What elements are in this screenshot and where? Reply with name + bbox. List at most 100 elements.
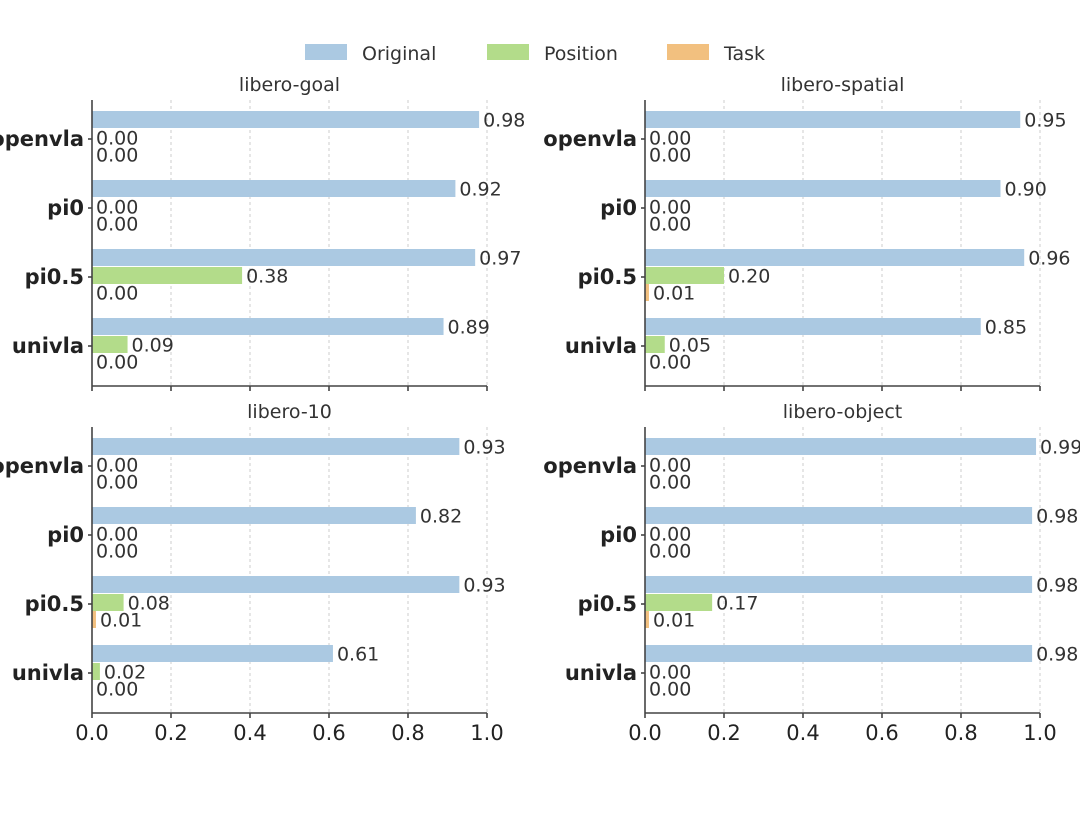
category-label: openvla xyxy=(543,454,637,478)
data-label: 0.82 xyxy=(420,506,462,528)
panel-libero-spatial: libero-spatial0.950.000.00openvla0.900.0… xyxy=(543,74,1071,391)
category-label: pi0.5 xyxy=(25,592,84,616)
data-label: 0.38 xyxy=(246,266,288,288)
category-label: pi0.5 xyxy=(578,592,637,616)
data-label: 0.00 xyxy=(96,197,138,219)
data-label: 0.00 xyxy=(96,128,138,150)
data-label: 0.00 xyxy=(96,214,138,236)
bar-task-pi0-5 xyxy=(645,284,649,301)
x-tick-label: 0.8 xyxy=(944,721,977,745)
x-tick-label: 0.0 xyxy=(628,721,661,745)
bar-original-openvla xyxy=(92,111,480,128)
bar-original-openvla xyxy=(645,438,1037,455)
bar-position-pi0-5 xyxy=(645,267,724,284)
bar-original-univla xyxy=(92,645,333,662)
data-label: 0.92 xyxy=(459,179,501,201)
data-label: 0.01 xyxy=(100,610,142,632)
bar-position-pi0-5 xyxy=(92,594,124,611)
legend: Original Position Task xyxy=(305,43,765,65)
category-label: pi0 xyxy=(47,523,84,547)
bar-position-univla xyxy=(92,336,128,353)
data-label: 0.90 xyxy=(1005,179,1047,201)
data-label: 0.96 xyxy=(1028,248,1070,270)
data-label: 0.00 xyxy=(649,455,691,477)
data-label: 0.93 xyxy=(463,437,505,459)
bar-original-pi0-5 xyxy=(92,576,460,593)
data-label: 0.99 xyxy=(1040,437,1080,459)
bar-original-pi0-5 xyxy=(92,249,476,266)
data-label: 0.00 xyxy=(649,352,691,374)
data-label: 0.02 xyxy=(104,662,146,684)
panel-libero-goal: libero-goal0.980.000.00openvla0.920.000.… xyxy=(0,74,525,391)
x-tick-label: 0.2 xyxy=(707,721,740,745)
data-label: 0.97 xyxy=(479,248,521,270)
data-label: 0.00 xyxy=(96,283,138,305)
data-label: 0.00 xyxy=(649,197,691,219)
category-label: pi0.5 xyxy=(25,265,84,289)
bar-original-pi0-5 xyxy=(645,576,1033,593)
data-label: 0.85 xyxy=(985,317,1027,339)
data-label: 0.00 xyxy=(96,541,138,563)
data-label: 0.00 xyxy=(96,679,138,701)
bar-original-openvla xyxy=(92,438,460,455)
panel-title: libero-object xyxy=(783,401,902,423)
x-tick-label: 0.6 xyxy=(312,721,345,745)
data-label: 0.00 xyxy=(96,524,138,546)
bar-position-univla xyxy=(92,663,100,680)
bar-position-pi0-5 xyxy=(645,594,713,611)
data-label: 0.00 xyxy=(649,541,691,563)
data-label: 0.00 xyxy=(649,524,691,546)
legend-swatch-original xyxy=(305,44,347,60)
category-label: openvla xyxy=(0,454,84,478)
data-label: 0.20 xyxy=(728,266,770,288)
panel-title: libero-goal xyxy=(239,74,340,96)
category-label: pi0 xyxy=(47,196,84,220)
data-label: 0.01 xyxy=(653,283,695,305)
data-label: 0.09 xyxy=(132,335,174,357)
data-label: 0.00 xyxy=(649,145,691,167)
bar-position-pi0-5 xyxy=(92,267,243,284)
bar-original-univla xyxy=(645,645,1033,662)
data-label: 0.89 xyxy=(448,317,490,339)
category-label: univla xyxy=(565,661,637,685)
legend-label-original: Original xyxy=(362,43,436,65)
data-label: 0.01 xyxy=(653,610,695,632)
data-label: 0.17 xyxy=(716,593,758,615)
chart-panels: libero-goal0.980.000.00openvla0.920.000.… xyxy=(0,74,1080,745)
data-label: 0.61 xyxy=(337,644,379,666)
data-label: 0.08 xyxy=(128,593,170,615)
x-tick-label: 0.2 xyxy=(154,721,187,745)
panel-libero-object: libero-object0.990.000.00openvla0.980.00… xyxy=(543,401,1080,745)
x-tick-label: 0.4 xyxy=(233,721,266,745)
bar-original-univla xyxy=(645,318,981,335)
x-tick-label: 1.0 xyxy=(470,721,503,745)
data-label: 0.95 xyxy=(1024,110,1066,132)
data-label: 0.98 xyxy=(1036,644,1078,666)
x-tick-label: 0.6 xyxy=(865,721,898,745)
category-label: openvla xyxy=(543,127,637,151)
bar-position-univla xyxy=(645,336,665,353)
data-label: 0.05 xyxy=(669,335,711,357)
panel-title: libero-10 xyxy=(247,401,332,423)
x-tick-label: 1.0 xyxy=(1023,721,1056,745)
bar-task-pi0-5 xyxy=(92,611,96,628)
bar-task-pi0-5 xyxy=(645,611,649,628)
bar-original-pi0 xyxy=(645,507,1033,524)
bar-original-pi0-5 xyxy=(645,249,1025,266)
category-label: pi0.5 xyxy=(578,265,637,289)
bar-original-pi0 xyxy=(92,180,456,197)
category-label: univla xyxy=(12,661,84,685)
legend-label-position: Position xyxy=(544,43,618,65)
category-label: univla xyxy=(12,334,84,358)
data-label: 0.93 xyxy=(463,575,505,597)
bar-original-openvla xyxy=(645,111,1021,128)
data-label: 0.98 xyxy=(1036,575,1078,597)
x-tick-label: 0.8 xyxy=(391,721,424,745)
data-label: 0.00 xyxy=(649,662,691,684)
legend-swatch-task xyxy=(667,44,709,60)
data-label: 0.98 xyxy=(483,110,525,132)
x-tick-label: 0.4 xyxy=(786,721,819,745)
data-label: 0.00 xyxy=(96,472,138,494)
bar-original-univla xyxy=(92,318,444,335)
x-tick-label: 0.0 xyxy=(75,721,108,745)
